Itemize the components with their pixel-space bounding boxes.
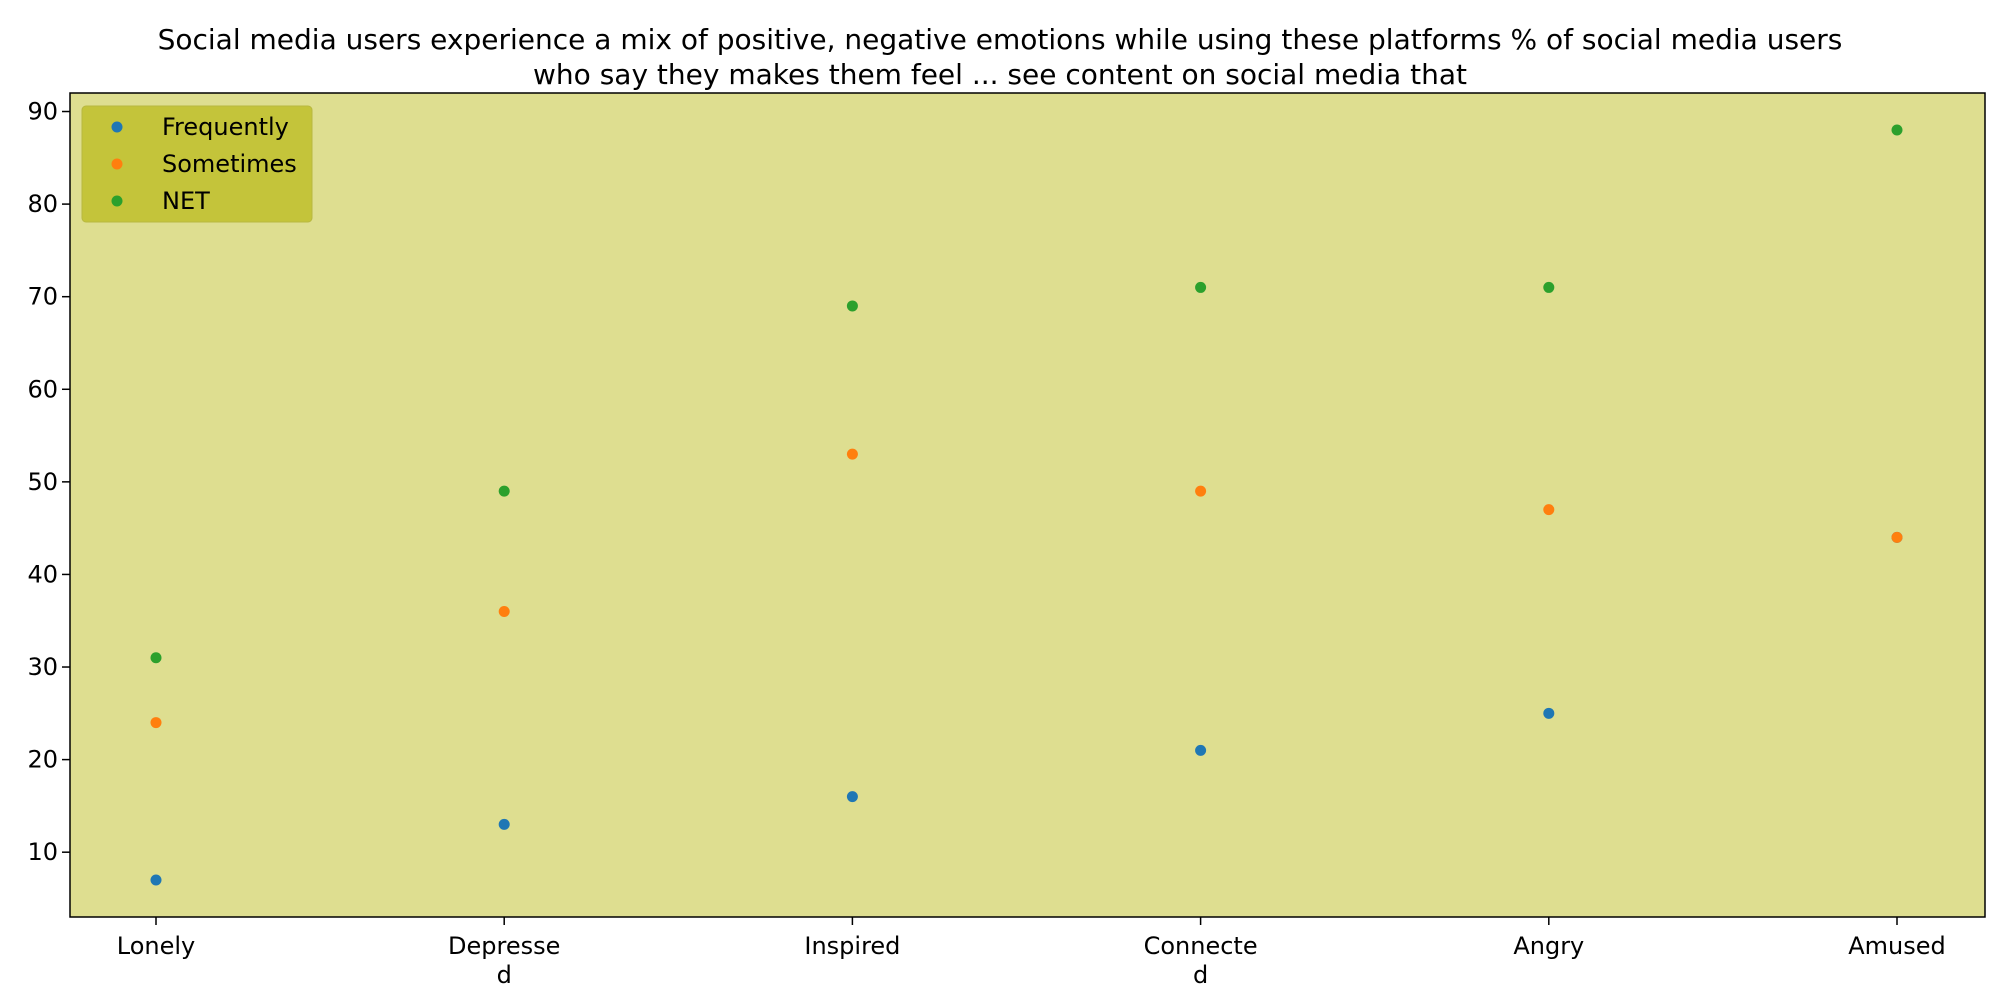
x-tick-label: Amused — [1848, 932, 1946, 960]
y-tick-label: 30 — [27, 653, 58, 681]
point-sometimes — [1891, 531, 1903, 543]
y-tick-label: 10 — [27, 838, 58, 866]
point-sometimes — [498, 605, 510, 617]
legend: Frequently Sometimes NET — [81, 105, 313, 223]
legend-marker — [111, 158, 123, 170]
point-net — [846, 300, 858, 312]
legend-box — [81, 105, 313, 223]
point-sometimes — [150, 717, 162, 729]
point-net — [150, 652, 162, 664]
x-tick-label: Inspired — [804, 932, 900, 960]
x-tick-label: d — [1193, 961, 1208, 989]
legend-label: Sometimes — [162, 150, 297, 178]
y-tick-label: 80 — [27, 190, 58, 218]
x-tick-label: Connecte — [1144, 932, 1258, 960]
plot-area — [70, 93, 1985, 917]
point-net — [498, 485, 510, 497]
y-tick-label: 60 — [27, 375, 58, 403]
point-frequently — [846, 791, 858, 803]
x-tick-label: Angry — [1513, 932, 1584, 960]
x-tick-label: Depresse — [448, 932, 560, 960]
legend-label: Frequently — [162, 113, 289, 141]
legend-marker — [111, 121, 123, 133]
y-tick-label: 40 — [27, 560, 58, 588]
point-sometimes — [846, 448, 858, 460]
chart-title: Social media users experience a mix of p… — [158, 23, 1843, 91]
legend-marker — [111, 195, 123, 207]
chart-title-line: who say they makes them feel ... see con… — [533, 58, 1467, 91]
x-tick-label: d — [497, 961, 512, 989]
point-frequently — [498, 818, 510, 830]
data-points — [150, 124, 1903, 886]
point-frequently — [150, 874, 162, 886]
point-sometimes — [1543, 504, 1555, 516]
point-net — [1891, 124, 1903, 136]
y-tick-label: 20 — [27, 746, 58, 774]
chart-title-line: Social media users experience a mix of p… — [158, 23, 1843, 56]
point-net — [1543, 281, 1555, 293]
y-axis: 10 20 30 40 50 60 70 80 90 — [27, 98, 70, 866]
point-net — [1195, 281, 1207, 293]
y-tick-label: 50 — [27, 468, 58, 496]
point-sometimes — [1195, 485, 1207, 497]
point-frequently — [1195, 744, 1207, 756]
point-frequently — [1543, 707, 1555, 719]
x-tick-label: Lonely — [117, 932, 195, 960]
y-tick-label: 70 — [27, 283, 58, 311]
y-tick-label: 90 — [27, 98, 58, 126]
legend-label: NET — [162, 187, 210, 215]
plot-frame — [69, 92, 1986, 918]
